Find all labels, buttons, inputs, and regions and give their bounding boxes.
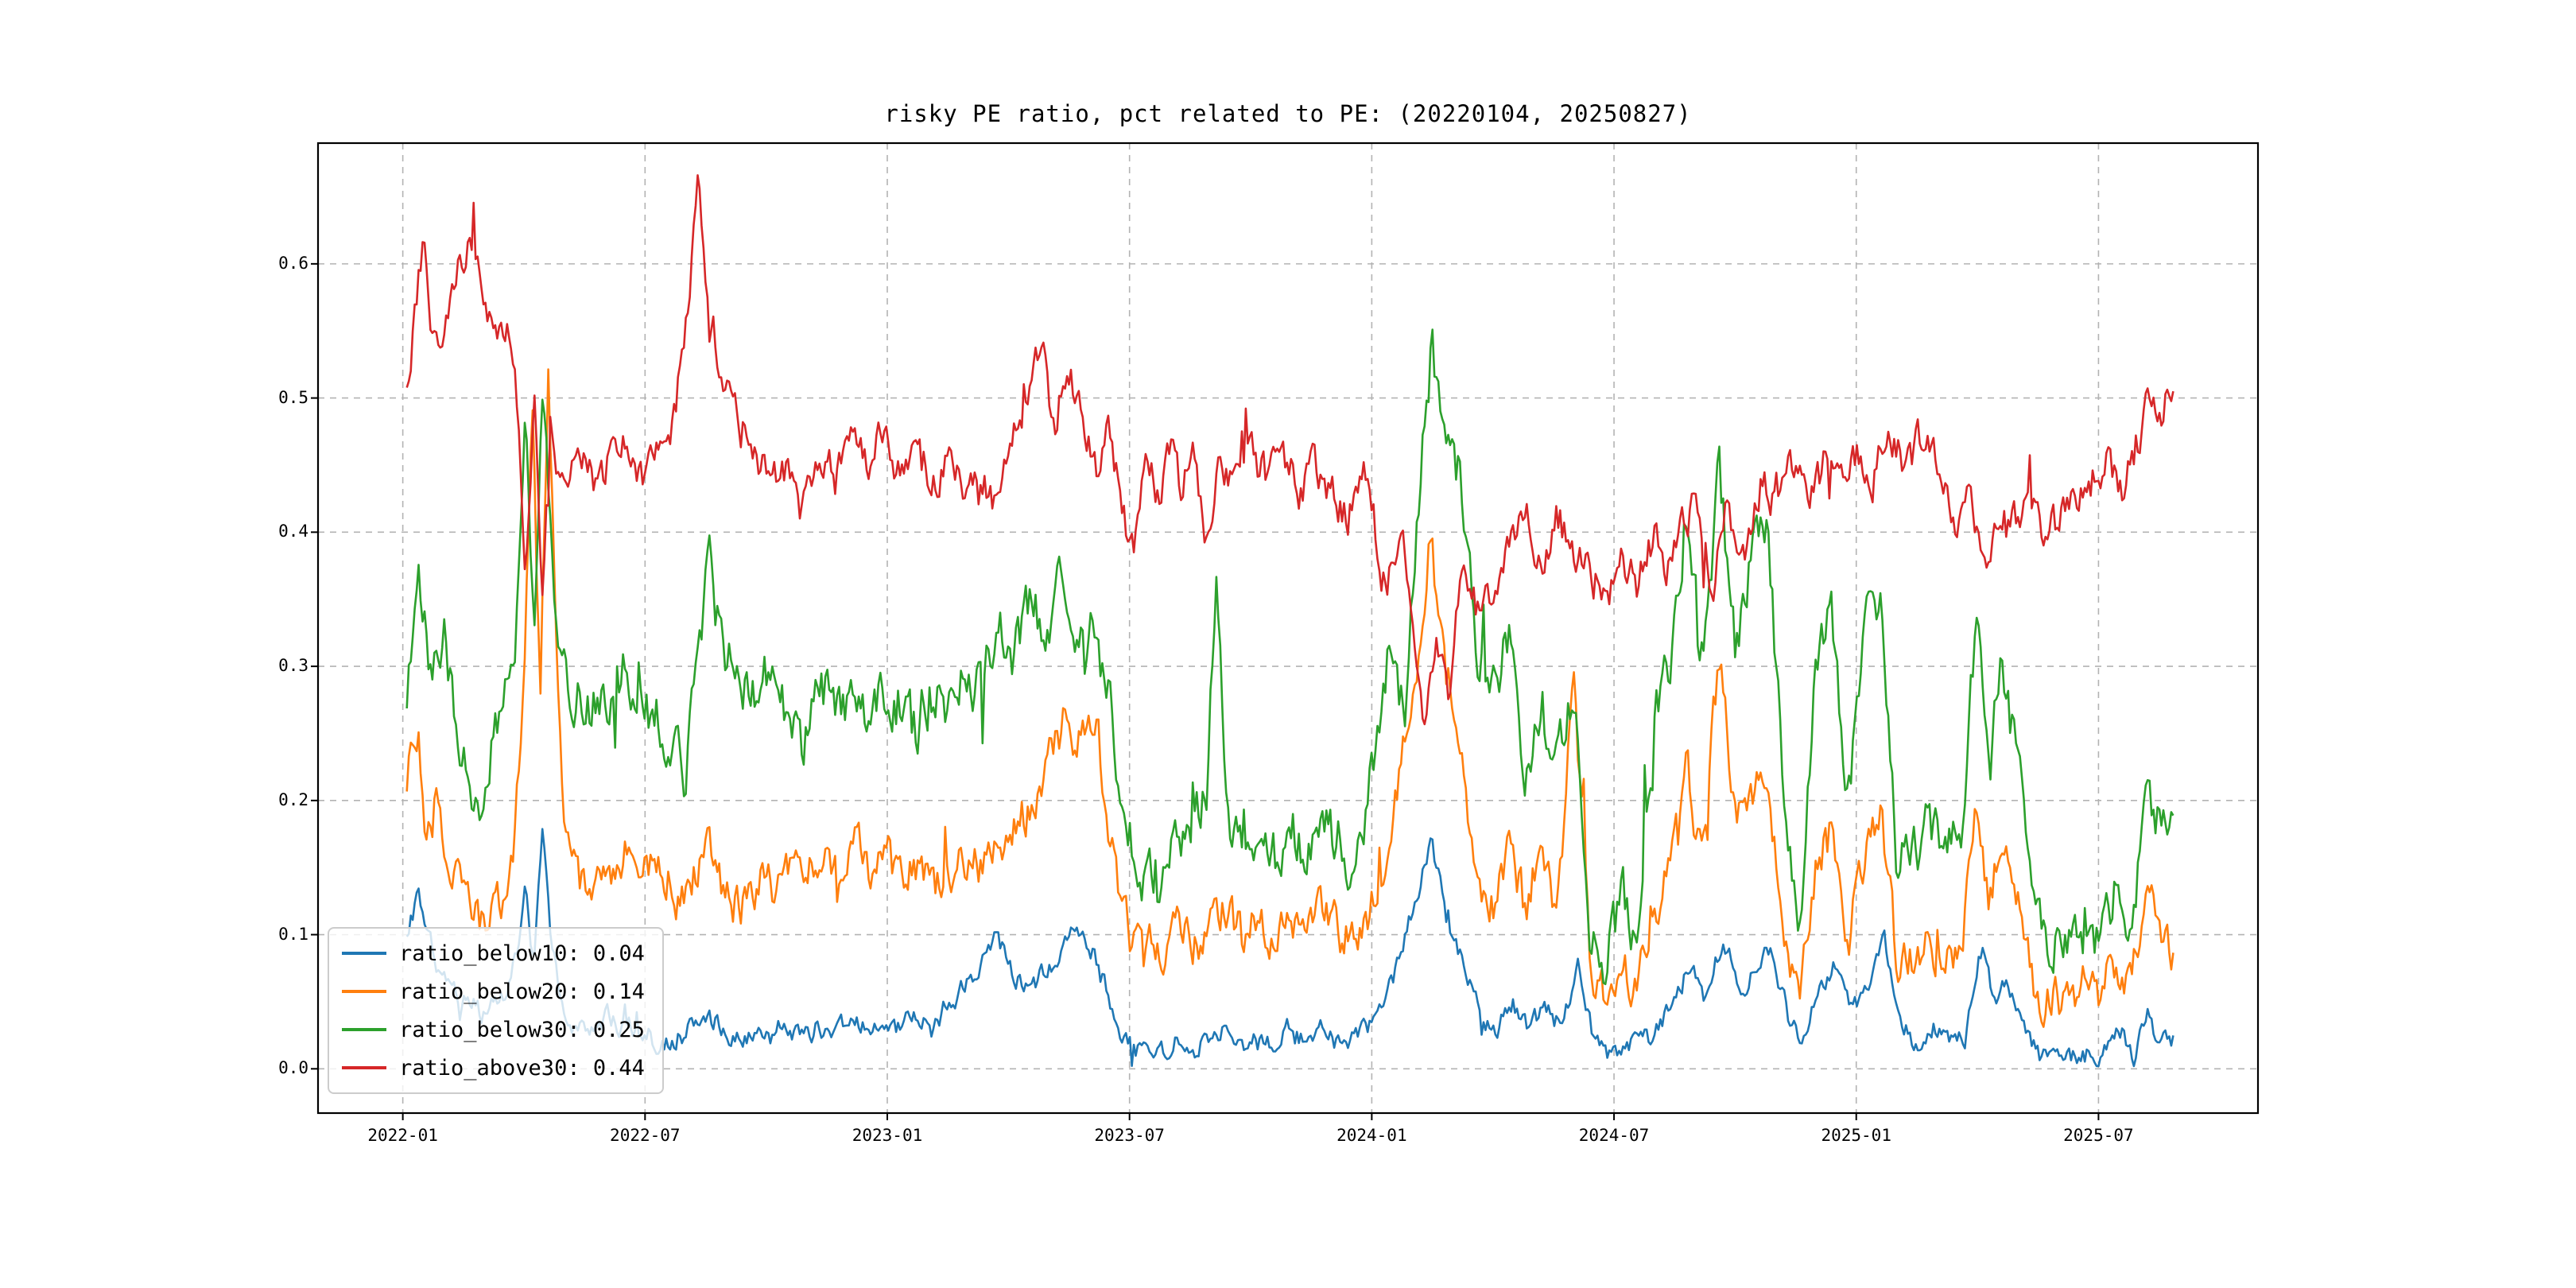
x-tick-label: 2025-07	[2063, 1126, 2134, 1145]
legend-label-ratio_below20: ratio_below20: 0.14	[399, 979, 645, 1004]
series-line-ratio_above30	[405, 174, 2174, 726]
chart-title: risky PE ratio, pct related to PE: (2022…	[884, 100, 1692, 127]
x-tick-label: 2023-01	[852, 1126, 923, 1145]
series-line-ratio_below20	[405, 368, 2174, 1028]
legend-label-ratio_below10: ratio_below10: 0.04	[399, 941, 645, 966]
legend-line-swatch-ratio_above30	[342, 1066, 386, 1069]
y-tick-label: 0.0	[278, 1058, 308, 1078]
series-line-ratio_below30	[405, 328, 2174, 986]
series-line-ratio_below10	[405, 828, 2174, 1068]
y-tick-label: 0.5	[278, 387, 308, 407]
legend-label-ratio_above30: ratio_above30: 0.44	[399, 1055, 645, 1080]
x-tick-label: 2025-01	[1821, 1126, 1891, 1145]
x-tick-label: 2023-07	[1094, 1126, 1165, 1145]
x-tick-label: 2024-07	[1578, 1126, 1650, 1145]
y-tick-label: 0.3	[278, 656, 308, 676]
legend-line-swatch-ratio_below30	[342, 1028, 386, 1031]
y-tick-label: 0.4	[278, 522, 308, 541]
y-tick-label: 0.6	[278, 253, 308, 273]
legend-item-ratio_below20: ratio_below20: 0.14	[342, 976, 645, 1007]
y-tick-label: 0.1	[278, 924, 308, 944]
axes-border	[316, 142, 2260, 1115]
legend-line-swatch-ratio_below20	[342, 990, 386, 993]
legend-label-ratio_below30: ratio_below30: 0.25	[399, 1017, 645, 1042]
legend-item-ratio_above30: ratio_above30: 0.44	[342, 1053, 645, 1083]
legend: ratio_below10: 0.04 ratio_below20: 0.14 ra…	[328, 927, 664, 1094]
x-tick-label: 2022-01	[367, 1126, 438, 1145]
legend-item-ratio_below30: ratio_below30: 0.25	[342, 1014, 645, 1045]
legend-line-swatch-ratio_below10	[342, 952, 386, 955]
legend-item-ratio_below10: ratio_below10: 0.04	[342, 938, 645, 968]
y-tick-label: 0.2	[278, 789, 308, 809]
x-tick-label: 2022-07	[610, 1126, 681, 1145]
x-tick-label: 2024-01	[1336, 1126, 1407, 1145]
